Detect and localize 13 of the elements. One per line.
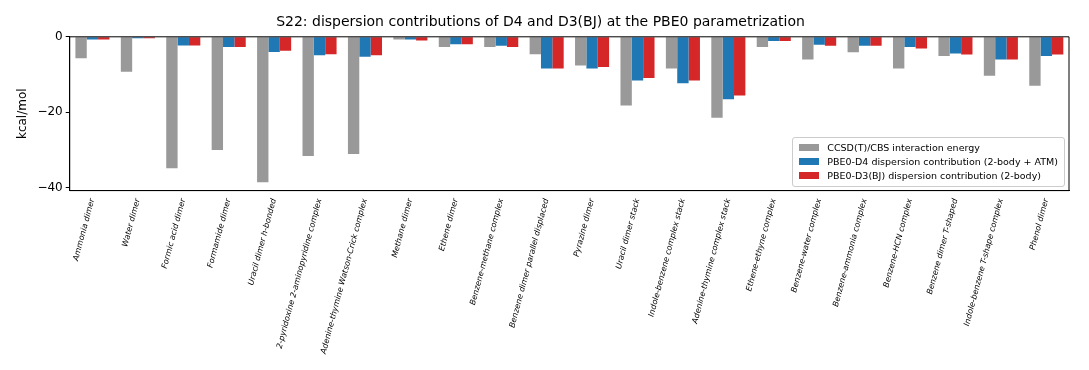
chart-title: S22: dispersion contributions of D4 and D3(BJ) at the PBE0 parametrization <box>276 13 805 30</box>
legend-label: PBE0-D3(BJ) dispersion contribution (2-body) <box>827 168 1041 183</box>
y-tick-label: −40 <box>37 179 63 194</box>
legend-label: CCSD(T)/CBS interaction energy <box>827 140 980 155</box>
x-tick-label: Uracil dimer stack <box>613 197 642 270</box>
y-tick-label: −20 <box>37 104 63 119</box>
x-tick-label: Formic acid dimer <box>159 196 188 270</box>
legend-label: PBE0-D4 dispersion contribution (2-body + ATM) <box>827 154 1058 169</box>
y-axis-title: kcal/mol <box>15 88 30 140</box>
x-tick-label: Ethene dimer <box>437 196 460 253</box>
x-tick-label: Phenol dimer <box>1027 196 1051 251</box>
y-tick-label: 0 <box>55 28 63 43</box>
x-tick-label: Water dimer <box>120 196 142 248</box>
